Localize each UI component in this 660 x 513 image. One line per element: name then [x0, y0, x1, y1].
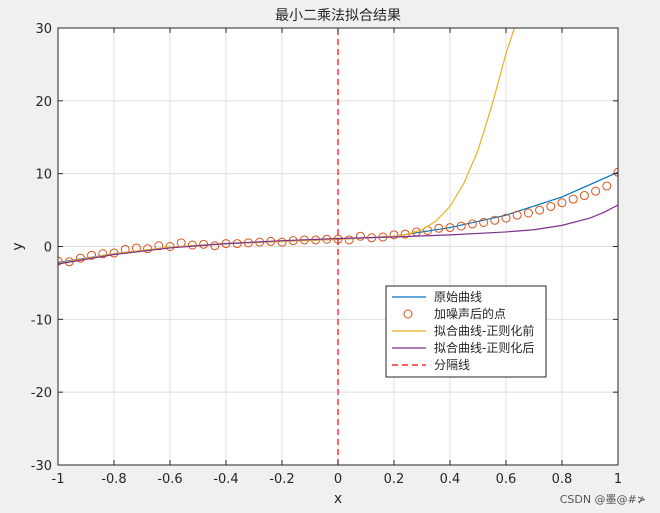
data-point-1-37: [467, 219, 477, 229]
y-tick-label-6: 30: [35, 22, 52, 37]
x-tick-label-5: 0: [334, 472, 342, 487]
data-point-1-41: [512, 210, 522, 220]
data-point-1-42: [523, 208, 533, 218]
data-point-1-40: [501, 213, 511, 223]
x-tick-label-10: 1: [614, 472, 622, 487]
x-axis-label: x: [334, 491, 342, 507]
chart-title: 最小二乘法拟合结果: [275, 8, 401, 24]
y-tick-label-1: -20: [31, 386, 52, 401]
x-tick-label-7: 0.4: [440, 472, 461, 487]
data-point-1-27: [355, 231, 365, 241]
legend-entry-4: 分隔线: [434, 358, 470, 372]
y-tick-label-3: 0: [44, 241, 52, 256]
y-axis-label: y: [10, 242, 26, 250]
data-point-1-3: [87, 250, 97, 260]
x-tick-label-0: -1: [52, 472, 65, 487]
data-point-1-47: [579, 191, 589, 201]
data-point-1-8: [143, 244, 153, 254]
data-point-1-14: [210, 241, 220, 251]
x-tick-label-4: -0.2: [269, 472, 294, 487]
data-point-1-49: [602, 181, 612, 191]
data-point-1-50: [613, 167, 618, 177]
data-point-1-2: [75, 253, 85, 263]
data-point-1-38: [479, 217, 489, 227]
legend-entry-3: 拟合曲线-正则化后: [434, 340, 534, 355]
data-point-1-44: [546, 201, 556, 211]
legend-entry-0: 原始曲线: [434, 290, 482, 304]
data-point-1-4: [98, 249, 108, 259]
y-tick-label-4: 10: [35, 168, 52, 183]
x-tick-label-8: 0.6: [496, 472, 517, 487]
series-line-3: [58, 204, 618, 265]
data-point-1-35: [445, 223, 455, 233]
data-point-1-36: [456, 221, 466, 231]
x-tick-label-6: 0.2: [384, 472, 405, 487]
data-point-1-34: [434, 223, 444, 233]
data-point-1-46: [568, 194, 578, 204]
legend-marker-1: [403, 309, 413, 319]
watermark: CSDN @墨@#≯: [559, 493, 646, 506]
x-tick-label-2: -0.6: [157, 472, 182, 487]
y-tick-label-0: -30: [31, 459, 52, 474]
data-point-1-45: [557, 198, 567, 208]
plot-series-group: [58, 28, 618, 465]
x-tick-label-9: 0.8: [552, 472, 573, 487]
x-tick-label-1: -0.8: [101, 472, 126, 487]
data-point-1-26: [344, 235, 354, 245]
legend-entry-2: 拟合曲线-正则化前: [434, 323, 534, 338]
data-point-1-43: [535, 205, 545, 215]
data-point-1-48: [591, 186, 601, 196]
y-tick-label-2: -10: [31, 313, 52, 328]
data-point-1-0: [58, 256, 63, 266]
y-tick-label-5: 20: [35, 95, 52, 110]
legend-entry-1: 加噪声后的点: [434, 306, 506, 321]
x-tick-label-3: -0.4: [213, 472, 238, 487]
data-point-1-39: [490, 215, 500, 225]
data-point-1-30: [389, 230, 399, 240]
